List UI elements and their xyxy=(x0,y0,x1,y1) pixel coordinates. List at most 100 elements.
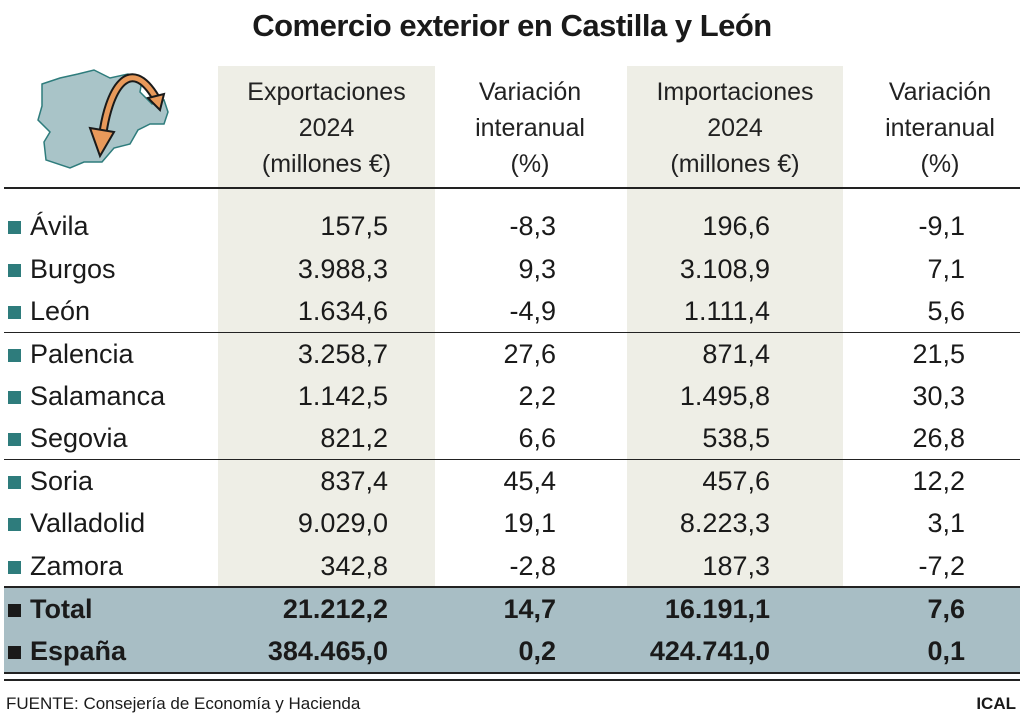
group-divider xyxy=(4,459,1020,460)
cell-value: 1.634,6 xyxy=(297,296,388,326)
cell-value: 21,5 xyxy=(912,339,965,369)
header-line: interanual xyxy=(475,114,585,142)
cell-value: 9,3 xyxy=(518,254,556,284)
table-row: Palencia 3.258,7 27,6 871,4 21,5 xyxy=(0,333,1024,375)
cell-value: 21.212,2 xyxy=(282,594,388,624)
header-line: Variación xyxy=(478,78,582,106)
chart-title: Comercio exterior en Castilla y León xyxy=(252,8,772,43)
header-line: Exportaciones xyxy=(247,78,406,106)
row-bullet-icon xyxy=(8,518,21,531)
row-label: Segovia xyxy=(30,423,128,453)
table-row: Salamanca 1.142,5 2,2 1.495,8 30,3 xyxy=(0,375,1024,417)
cell-value: 3.988,3 xyxy=(297,254,388,284)
cell-value: 3.258,7 xyxy=(297,339,388,369)
row-label: Ávila xyxy=(30,211,89,241)
header-import-variation: Variación interanual (%) xyxy=(855,74,1024,182)
cell-value: 3.108,9 xyxy=(679,254,770,284)
cell-value: -8,3 xyxy=(509,211,556,241)
row-bullet-icon xyxy=(8,221,21,234)
table-row: Burgos 3.988,3 9,3 3.108,9 7,1 xyxy=(0,248,1024,290)
cell-value: 3,1 xyxy=(927,508,965,538)
table-row: Soria 837,4 45,4 457,6 12,2 xyxy=(0,460,1024,502)
table-row: Total 21.212,2 14,7 16.191,1 7,6 xyxy=(0,588,1024,630)
cell-value: 8.223,3 xyxy=(679,508,770,538)
row-bullet-icon xyxy=(8,561,21,574)
cell-value: 14,7 xyxy=(503,594,556,624)
cell-value: 7,1 xyxy=(927,254,965,284)
row-bullet-icon xyxy=(8,433,21,446)
row-bullet-icon xyxy=(8,391,21,404)
totals-bottom-divider xyxy=(4,672,1020,674)
header-line: 2024 xyxy=(707,114,763,142)
header-export-variation: Variación interanual (%) xyxy=(445,74,615,182)
cell-value: 0,1 xyxy=(927,636,965,666)
header-exports: Exportaciones 2024 (millones €) xyxy=(218,74,435,182)
cell-value: 187,3 xyxy=(702,551,770,581)
cell-value: -7,2 xyxy=(918,551,965,581)
cell-value: -2,8 xyxy=(509,551,556,581)
row-label: España xyxy=(30,636,127,666)
cell-value: 0,2 xyxy=(518,636,556,666)
table-row: Ávila 157,5 -8,3 196,6 -9,1 xyxy=(0,205,1024,247)
source-note: FUENTE: Consejería de Economía y Haciend… xyxy=(6,694,361,713)
cell-value: 26,8 xyxy=(912,423,965,453)
row-bullet-icon xyxy=(8,646,21,659)
header-line: (%) xyxy=(510,150,550,178)
group-divider xyxy=(4,332,1020,333)
cell-value: 1.142,5 xyxy=(297,381,388,411)
cell-value: 196,6 xyxy=(702,211,770,241)
row-label: Valladolid xyxy=(30,508,146,538)
castilla-leon-map-arrows-icon xyxy=(37,69,169,169)
cell-value: 1.111,4 xyxy=(683,296,770,326)
row-bullet-icon xyxy=(8,349,21,362)
header-line: interanual xyxy=(885,114,995,142)
cell-value: 19,1 xyxy=(503,508,556,538)
row-label: Soria xyxy=(30,466,94,496)
cell-value: 1.495,8 xyxy=(679,381,770,411)
cell-value: 7,6 xyxy=(927,594,965,624)
header-line: Importaciones xyxy=(656,78,814,106)
table-row: España 384.465,0 0,2 424.741,0 0,1 xyxy=(0,630,1024,672)
imports-column-shade xyxy=(627,66,843,587)
cell-value: 871,4 xyxy=(702,339,770,369)
cell-value: 5,6 xyxy=(927,296,965,326)
cell-value: 837,4 xyxy=(320,466,388,496)
cell-value: 384.465,0 xyxy=(267,636,388,666)
cell-value: 16.191,1 xyxy=(664,594,770,624)
cell-value: 9.029,0 xyxy=(297,508,388,538)
header-imports: Importaciones 2024 (millones €) xyxy=(627,74,843,182)
header-line: (millones €) xyxy=(670,150,800,178)
cell-value: 6,6 xyxy=(518,423,556,453)
cell-value: 821,2 xyxy=(320,423,388,453)
row-bullet-icon xyxy=(8,604,21,617)
footer-divider xyxy=(4,679,1020,681)
row-bullet-icon xyxy=(8,264,21,277)
cell-value: -9,1 xyxy=(918,211,965,241)
totals-band xyxy=(4,587,1020,673)
table-row: Segovia 821,2 6,6 538,5 26,8 xyxy=(0,417,1024,459)
table-row: Valladolid 9.029,0 19,1 8.223,3 3,1 xyxy=(0,502,1024,544)
cell-value: 457,6 xyxy=(702,466,770,496)
row-bullet-icon xyxy=(8,476,21,489)
table-row: Zamora 342,8 -2,8 187,3 -7,2 xyxy=(0,545,1024,587)
row-label: Burgos xyxy=(30,254,116,284)
row-label: Salamanca xyxy=(30,381,166,411)
row-label: León xyxy=(30,296,91,326)
cell-value: 424.741,0 xyxy=(649,636,770,666)
brand-label: ICAL xyxy=(976,694,1016,713)
row-label: Zamora xyxy=(30,551,124,581)
cell-value: -4,9 xyxy=(509,296,556,326)
header-line: (%) xyxy=(920,150,960,178)
exports-column-shade xyxy=(218,66,435,587)
header-line: Variación xyxy=(888,78,992,106)
cell-value: 45,4 xyxy=(503,466,556,496)
row-label: Total xyxy=(30,594,93,624)
cell-value: 30,3 xyxy=(912,381,965,411)
table-row: León 1.634,6 -4,9 1.111,4 5,6 xyxy=(0,290,1024,332)
header-line: 2024 xyxy=(298,114,355,142)
cell-value: 2,2 xyxy=(518,381,556,411)
cell-value: 157,5 xyxy=(320,211,388,241)
header-line: (millones €) xyxy=(261,150,392,178)
totals-divider xyxy=(4,586,1020,588)
cell-value: 27,6 xyxy=(503,339,556,369)
